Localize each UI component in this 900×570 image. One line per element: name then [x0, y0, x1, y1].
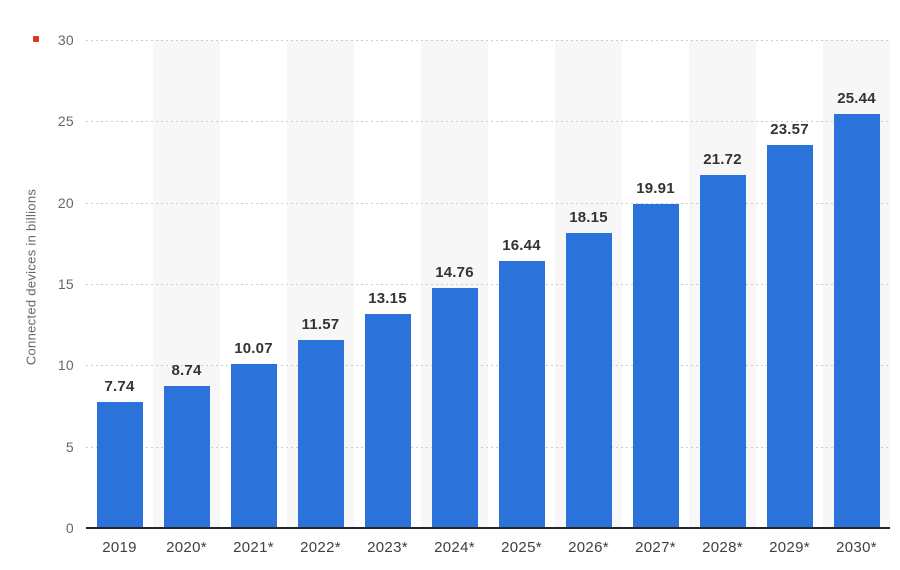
value-label-2022: 11.57: [301, 315, 340, 333]
bar-2021[interactable]: [230, 364, 277, 528]
gridline-20: [86, 202, 890, 204]
y-tick-label-20: 20: [57, 194, 74, 211]
y-tick-label-25: 25: [57, 113, 74, 130]
value-label-2025: 16.44: [502, 236, 541, 254]
red-artifact-dot: [33, 36, 39, 42]
x-tick-label-2020: 2020*: [166, 539, 207, 556]
x-tick-label-2019: 2019: [102, 539, 137, 556]
x-tick-label-2021: 2021*: [233, 539, 274, 556]
bar-2030[interactable]: [833, 114, 880, 528]
x-tick-label-2025: 2025*: [501, 539, 542, 556]
x-tick-label-2028: 2028*: [702, 539, 743, 556]
bar-2027[interactable]: [632, 204, 679, 528]
bar-2023[interactable]: [364, 314, 411, 528]
x-tick-label-2030: 2030*: [836, 539, 877, 556]
bar-2019[interactable]: [96, 402, 143, 528]
y-tick-label-10: 10: [57, 357, 74, 374]
gridline-10: [86, 365, 890, 367]
plot-area: 7.74 8.74 10.07 11.57 13.15 14.76 16.44 18.15 19…: [86, 40, 890, 528]
y-tick-label-0: 0: [65, 520, 74, 536]
bar-2025[interactable]: [498, 260, 545, 528]
bar-2026[interactable]: [565, 232, 612, 528]
bar-2022[interactable]: [297, 339, 344, 528]
value-label-2020: 8.74: [171, 361, 202, 379]
x-tick-label-2026: 2026*: [568, 539, 609, 556]
value-label-2023: 13.15: [368, 290, 407, 308]
value-label-2024: 14.76: [435, 263, 474, 281]
y-tick-label-30: 30: [57, 32, 74, 48]
value-label-2019: 7.74: [104, 378, 135, 396]
value-label-2027: 19.91: [636, 180, 675, 198]
bar-2020[interactable]: [163, 385, 210, 528]
x-tick-label-2024: 2024*: [434, 539, 475, 556]
x-tick-label-2022: 2022*: [300, 539, 341, 556]
value-label-2028: 21.72: [703, 150, 742, 168]
value-label-2026: 18.15: [569, 208, 608, 226]
gridline-5: [86, 446, 890, 448]
bar-2028[interactable]: [699, 174, 746, 528]
value-label-2029: 23.57: [770, 120, 809, 138]
x-axis-line: [86, 527, 890, 529]
y-tick-label-5: 5: [65, 438, 74, 455]
x-tick-label-2023: 2023*: [367, 539, 408, 556]
gridline-15: [86, 284, 890, 285]
value-label-2021: 10.07: [234, 340, 273, 358]
y-tick-label-15: 15: [57, 276, 74, 292]
bar-2024[interactable]: [431, 287, 478, 528]
gridline-30: [86, 40, 890, 41]
value-label-2030: 25.44: [837, 90, 876, 108]
gridline-25: [86, 121, 890, 123]
x-tick-label-2029: 2029*: [769, 539, 810, 556]
bar-2029[interactable]: [766, 144, 813, 528]
x-tick-label-2027: 2027*: [635, 539, 676, 556]
